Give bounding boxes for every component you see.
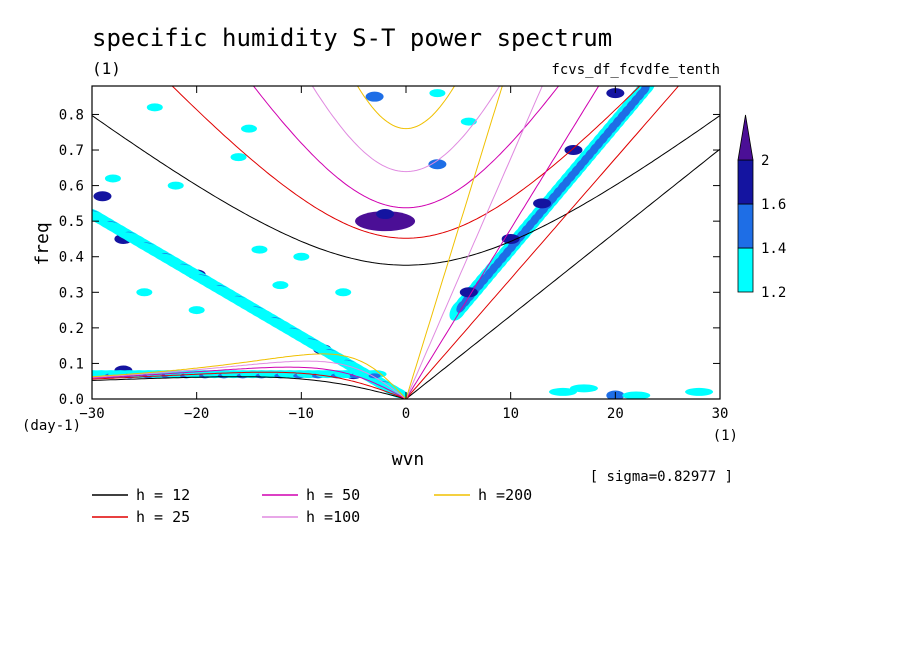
y-tick-label: 0.0 bbox=[59, 392, 84, 408]
legend: h = 12 h = 25 h = 50 h =100 h =200 bbox=[92, 486, 532, 526]
contour-blob bbox=[460, 117, 477, 126]
legend-label: h = 12 bbox=[136, 486, 190, 504]
contour-blob bbox=[428, 159, 447, 170]
igw-curve bbox=[171, 86, 641, 239]
x-tick-label: 10 bbox=[502, 406, 519, 422]
y-tick-label: 0.4 bbox=[59, 250, 84, 266]
y-tick-label: 0.5 bbox=[59, 214, 84, 230]
contour-blob bbox=[533, 198, 552, 209]
y-tick-label: 0.2 bbox=[59, 321, 84, 337]
rossby-curve bbox=[92, 360, 407, 399]
x-tick-label: 30 bbox=[712, 406, 729, 422]
contour-blob bbox=[622, 391, 651, 399]
y-tick-label: 0.7 bbox=[59, 143, 84, 159]
contour-blob bbox=[365, 91, 384, 102]
contour-blob bbox=[188, 306, 205, 315]
contour-blob bbox=[685, 387, 714, 396]
contour-blob bbox=[335, 288, 352, 297]
contour-blob bbox=[167, 181, 184, 190]
plot-frame bbox=[91, 85, 721, 400]
contour-blob bbox=[93, 191, 112, 202]
y-axis-label: freq bbox=[32, 222, 53, 265]
colorbar-label: 1.4 bbox=[761, 241, 786, 257]
y-unit-label: (day-1) bbox=[22, 418, 81, 434]
igw-curve bbox=[311, 86, 501, 173]
y-axis-ticks: 0.0 0.1 0.2 0.3 0.4 0.5 0.6 0.7 0.8 bbox=[59, 107, 720, 408]
rossby-curve bbox=[92, 376, 407, 399]
contour-blob bbox=[459, 287, 478, 298]
contour-blob bbox=[272, 281, 289, 290]
contour-blob bbox=[293, 252, 310, 261]
colorbar: 1.2 1.4 1.6 2 bbox=[737, 114, 786, 301]
contour-blob bbox=[549, 387, 577, 396]
sigma-label: [ sigma=0.82977 ] bbox=[590, 469, 733, 485]
contour-blob bbox=[104, 174, 121, 183]
y-tick-label: 0.8 bbox=[59, 107, 84, 123]
x-unit-label: (1) bbox=[713, 428, 738, 444]
y-tick-label: 0.3 bbox=[59, 285, 84, 301]
contour-blob bbox=[606, 88, 625, 99]
colorbar-segment bbox=[737, 203, 754, 249]
contour-fill-layer bbox=[92, 86, 714, 399]
legend-label: h = 25 bbox=[136, 508, 190, 526]
chart-title: specific humidity S-T power spectrum bbox=[92, 24, 612, 52]
igw-curve bbox=[252, 86, 560, 209]
contour-blob bbox=[146, 103, 163, 112]
colorbar-triangle bbox=[737, 114, 754, 161]
contour-blob bbox=[251, 245, 268, 254]
rossby-curve bbox=[92, 371, 407, 399]
contour-blob bbox=[429, 89, 446, 98]
x-tick-label: 20 bbox=[607, 406, 624, 422]
x-axis-ticks: −30 −20 −10 0 10 20 30 bbox=[79, 86, 728, 422]
y-tick-label: 0.1 bbox=[59, 356, 84, 372]
kelvin-line bbox=[405, 148, 720, 399]
contour-blob bbox=[355, 211, 416, 232]
contour-blob bbox=[241, 124, 257, 133]
x-axis-label: wvn bbox=[392, 449, 425, 470]
igw-curve bbox=[92, 115, 720, 266]
legend-label: h = 50 bbox=[306, 486, 360, 504]
igw-curve bbox=[356, 86, 456, 130]
plot-area: −30 −20 −10 0 10 20 30 0.00.10.20.30.40.50.60.… bbox=[59, 85, 728, 422]
dispersion-curves bbox=[92, 86, 720, 399]
kelvin-line bbox=[405, 86, 503, 399]
units-label: (1) bbox=[92, 59, 121, 78]
x-tick-label: −20 bbox=[184, 406, 209, 422]
colorbar-segment bbox=[737, 159, 754, 205]
y-tick-label: 0.6 bbox=[59, 179, 84, 195]
rossby-curve bbox=[92, 366, 407, 399]
contour-blob bbox=[569, 384, 598, 393]
colorbar-label: 2 bbox=[761, 153, 769, 169]
kelvin-line bbox=[405, 86, 543, 399]
colorbar-segment bbox=[737, 247, 754, 293]
contour-blob bbox=[376, 209, 395, 220]
x-tick-label: −10 bbox=[289, 406, 314, 422]
contour-blob bbox=[230, 153, 247, 162]
contour-blob bbox=[368, 373, 381, 379]
legend-label: h =200 bbox=[478, 486, 532, 504]
colorbar-label: 1.6 bbox=[761, 197, 786, 213]
contour-blob bbox=[136, 288, 153, 297]
rossby-curve bbox=[92, 353, 407, 399]
kelvin-line bbox=[405, 86, 600, 399]
x-tick-label: 0 bbox=[402, 406, 410, 422]
colorbar-label: 1.2 bbox=[761, 285, 786, 301]
kelvin-line bbox=[405, 86, 680, 399]
run-label: fcvs_df_fcvdfe_tenth bbox=[551, 62, 720, 78]
legend-label: h =100 bbox=[306, 508, 360, 526]
x-tick-label: −30 bbox=[79, 406, 104, 422]
